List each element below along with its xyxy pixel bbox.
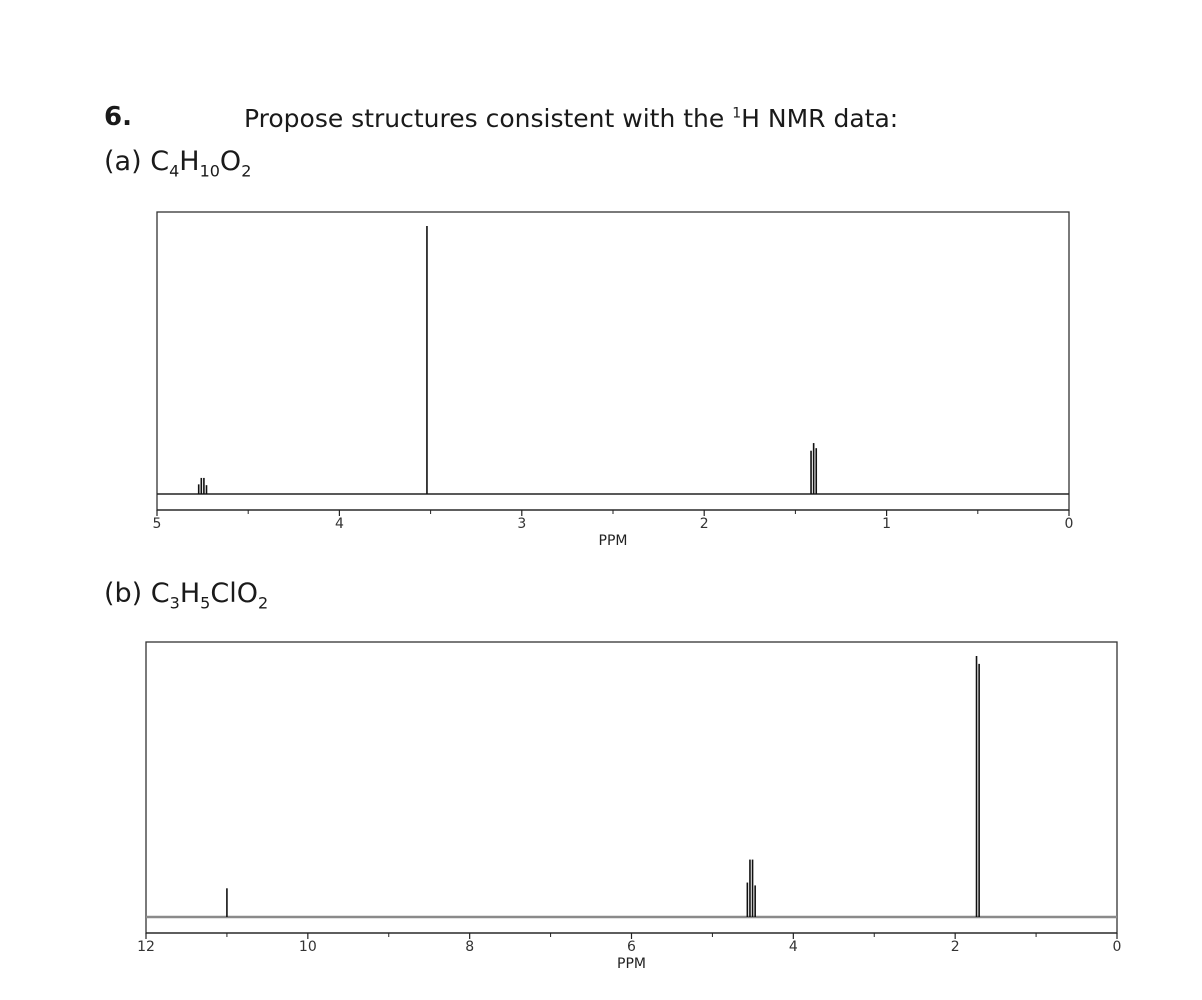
x-tick-label: 10 xyxy=(299,939,317,955)
plot-frame xyxy=(156,211,1070,511)
formula-element: ClO xyxy=(210,578,258,609)
plot-frame xyxy=(145,641,1118,934)
x-tick-label: 0 xyxy=(1113,939,1122,955)
x-axis-title: PPM xyxy=(617,956,646,972)
formula-subscript: 10 xyxy=(199,161,220,181)
formula-subscript: 3 xyxy=(169,593,180,613)
x-tick-label: 0 xyxy=(1065,516,1074,532)
part-prefix: (b) xyxy=(104,578,151,609)
formula-element: H xyxy=(179,578,201,609)
question-text-main: Propose structures consistent with the xyxy=(244,104,733,133)
x-tick-label: 8 xyxy=(465,939,474,955)
formula-element: H xyxy=(179,146,200,177)
part-prefix: (a) xyxy=(104,146,151,177)
x-tick-label: 4 xyxy=(335,516,344,532)
question-text-sup: 1 xyxy=(732,105,742,122)
formula-element: O xyxy=(219,146,242,177)
part-b-label: (b) C3H5ClO2 xyxy=(104,578,268,612)
x-tick-label: 2 xyxy=(951,939,960,955)
formula-element: C xyxy=(150,146,170,177)
formula-subscript: 4 xyxy=(169,161,180,181)
x-tick-label: 12 xyxy=(137,939,155,955)
x-tick-label: 1 xyxy=(882,516,891,532)
question-number: 6. xyxy=(104,102,132,132)
question-text: Propose structures consistent with the 1… xyxy=(244,104,898,133)
x-axis-title: PPM xyxy=(599,533,628,549)
x-tick-label: 4 xyxy=(789,939,798,955)
question-text-after: H NMR data: xyxy=(741,104,899,133)
part-a-label: (a) C4H10O2 xyxy=(104,146,251,180)
formula-element: C xyxy=(150,578,170,609)
formula-subscript: 2 xyxy=(241,161,252,181)
x-tick-label: 3 xyxy=(517,516,526,532)
x-tick-label: 6 xyxy=(627,939,636,955)
x-tick-label: 5 xyxy=(153,516,162,532)
x-tick-label: 2 xyxy=(700,516,709,532)
formula-subscript: 2 xyxy=(257,593,269,613)
formula-subscript: 5 xyxy=(200,593,211,613)
